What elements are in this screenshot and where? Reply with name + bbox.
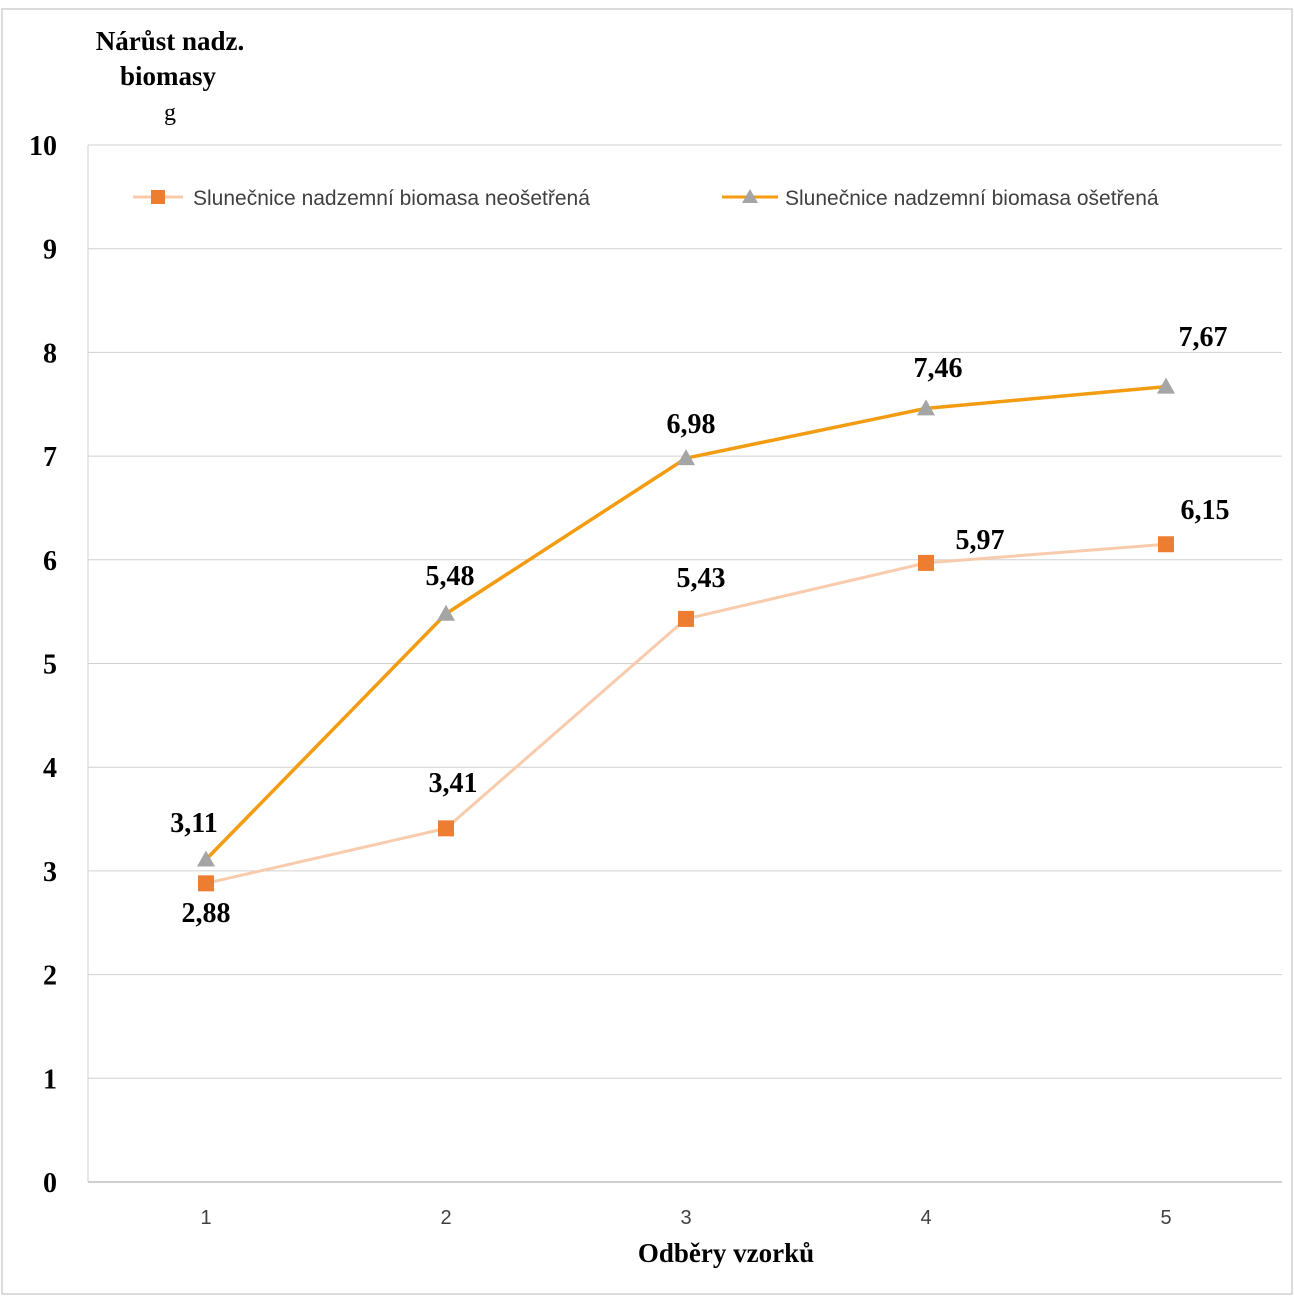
- legend-label-untreated: Slunečnice nadzemní biomasa neošetřená: [193, 187, 590, 210]
- data-labels: 2,88 3,41 5,43 5,97 6,15 3,11 5,48 6,98 7,46 7,67: [170, 322, 1229, 929]
- marker-square-5: [1158, 536, 1174, 553]
- marker-square-3: [678, 610, 694, 627]
- data-label-s1-3: 5,43: [677, 563, 726, 594]
- data-label-s2-5: 7,67: [1179, 322, 1228, 353]
- marker-square-2: [438, 820, 454, 837]
- y-axis-title-line-2: biomasy: [120, 61, 217, 91]
- y-tick-label-10: 10: [29, 131, 57, 162]
- series-layer: [197, 377, 1175, 892]
- y-tick-label-1: 1: [43, 1064, 57, 1095]
- x-axis-ticks: 1 2 3 4 5: [200, 1207, 1171, 1229]
- y-axis-unit: g: [164, 100, 176, 126]
- y-tick-label-8: 8: [43, 338, 57, 369]
- marker-square-4: [918, 554, 934, 571]
- y-tick-label-5: 5: [43, 650, 57, 681]
- marker-triangle-1: [197, 850, 215, 867]
- x-tick-label-3: 3: [680, 1207, 691, 1229]
- data-label-s1-5: 6,15: [1181, 495, 1230, 526]
- x-tick-label-5: 5: [1160, 1207, 1171, 1229]
- y-axis-title-line-1: Nárůst nadz.: [96, 26, 245, 56]
- y-tick-label-2: 2: [43, 961, 57, 992]
- gridlines: [87, 144, 1282, 1183]
- x-tick-label-2: 2: [440, 1207, 451, 1229]
- marker-triangle-3: [677, 449, 695, 466]
- y-axis-ticks: 0 1 2 3 4 5 6 7 8 9 10: [29, 131, 57, 1199]
- y-axis-title: Nárůst nadz. biomasy g: [96, 26, 245, 126]
- x-axis-title: Odběry vzorků: [638, 1238, 814, 1268]
- legend-item-untreated: Slunečnice nadzemní biomasa neošetřená: [133, 187, 590, 210]
- legend-label-treated: Slunečnice nadzemní biomasa ošetřená: [785, 187, 1159, 210]
- y-tick-label-4: 4: [43, 753, 57, 784]
- legend-marker-triangle: [742, 189, 758, 203]
- marker-square-1: [198, 875, 214, 892]
- x-tick-label-1: 1: [200, 1207, 211, 1229]
- marker-triangle-4: [917, 399, 935, 416]
- y-tick-label-3: 3: [43, 857, 57, 888]
- data-label-s1-1: 2,88: [182, 898, 231, 929]
- marker-triangle-2: [437, 604, 455, 621]
- legend-item-treated: Slunečnice nadzemní biomasa ošetřená: [722, 187, 1159, 210]
- y-tick-label-0: 0: [43, 1168, 57, 1199]
- data-label-s2-2: 5,48: [426, 561, 475, 592]
- data-label-s2-3: 6,98: [667, 409, 716, 440]
- data-label-s2-1: 3,11: [170, 808, 217, 839]
- marker-triangle-5: [1157, 377, 1175, 394]
- legend: Slunečnice nadzemní biomasa neošetřená S…: [133, 187, 1159, 210]
- data-label-s2-4: 7,46: [914, 353, 963, 384]
- y-tick-label-9: 9: [43, 235, 57, 266]
- data-label-s1-4: 5,97: [956, 525, 1005, 556]
- y-tick-label-7: 7: [43, 442, 57, 473]
- legend-marker-square: [151, 190, 165, 204]
- y-tick-label-6: 6: [43, 546, 57, 577]
- x-tick-label-4: 4: [920, 1207, 931, 1229]
- data-label-s1-2: 3,41: [429, 768, 478, 799]
